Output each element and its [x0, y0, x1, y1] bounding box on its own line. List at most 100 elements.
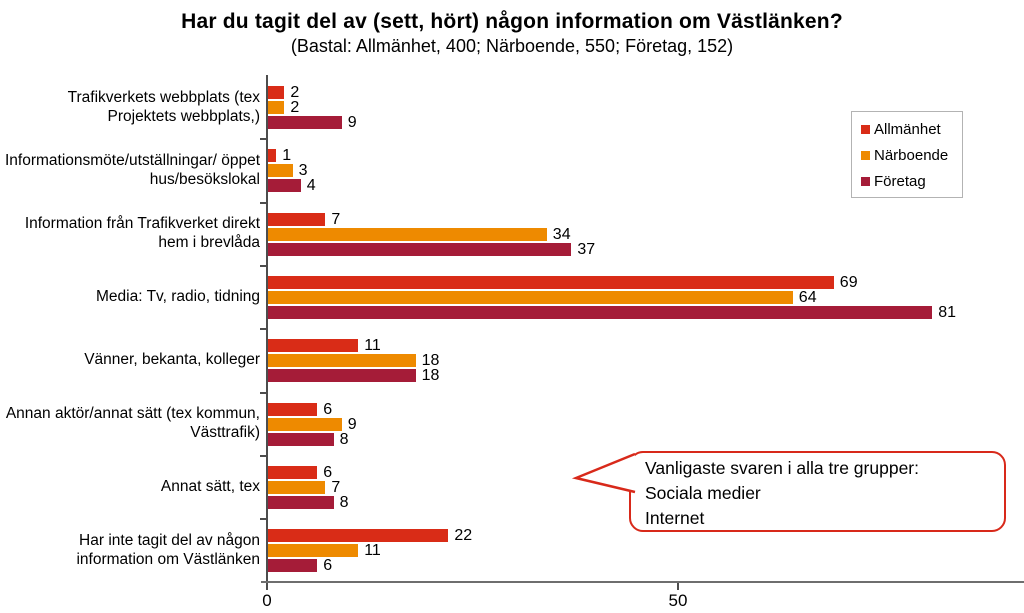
bar-row-1-series-2: 4 — [268, 177, 316, 195]
bar-företag-4 — [268, 369, 416, 383]
bar-row-5-series-1: 9 — [268, 415, 357, 433]
category-label-2: Information från Trafikverket direkt hem… — [24, 215, 260, 252]
bar-row-0-series-0: 2 — [268, 84, 300, 101]
bar-value-företag-5: 8 — [339, 430, 349, 448]
bar-value-allmänhet-2: 7 — [331, 210, 341, 228]
bar-row-3-series-1: 64 — [268, 288, 817, 306]
bar-value-närboende-1: 3 — [298, 162, 308, 180]
callout-line-1: Vanligaste svaren i alla tre grupper: — [645, 458, 919, 478]
bar-närboende-3 — [268, 290, 793, 304]
chart-subtitle: (Bastal: Allmänhet, 400; Närboende, 550;… — [290, 36, 734, 56]
bar-value-företag-2: 37 — [577, 240, 596, 258]
bar-row-0-series-1: 2 — [268, 100, 299, 116]
category-label-6: Annat sätt, tex — [160, 477, 260, 495]
bar-row-3-series-0: 69 — [268, 273, 858, 291]
legend: Allmänhet Närboende Företag — [851, 111, 963, 198]
legend-label-allmanhet: Allmänhet — [874, 121, 941, 138]
y-axis-tick-6 — [260, 454, 267, 457]
bar-närboende-2 — [268, 227, 547, 241]
bar-allmänhet-7 — [268, 529, 449, 543]
legend-label-narboende: Närboende — [874, 147, 949, 164]
bar-row-4-series-0: 11 — [268, 337, 381, 355]
bar-value-företag-6: 8 — [339, 493, 349, 511]
callout-line-3: Internet — [645, 508, 705, 528]
bar-value-allmänhet-7: 22 — [454, 527, 473, 545]
bar-value-allmänhet-4: 11 — [364, 337, 381, 355]
bar-företag-2 — [268, 242, 572, 256]
bar-value-närboende-2: 34 — [552, 225, 571, 243]
x-axis-tick-0 — [266, 583, 268, 590]
bar-row-6-series-0: 6 — [268, 463, 333, 481]
bar-företag-1 — [268, 179, 301, 193]
bar-value-allmänhet-3: 69 — [839, 273, 858, 291]
x-axis-line — [261, 581, 1024, 583]
bar-row-6-series-2: 8 — [268, 493, 349, 511]
bar-value-företag-1: 4 — [306, 177, 316, 195]
bar-företag-5 — [268, 432, 334, 446]
y-axis-tick-5 — [260, 391, 267, 394]
callout-line-2: Sociala medier — [645, 483, 761, 503]
bar-närboende-6 — [268, 480, 326, 494]
category-label-5: Annan aktör/annat sätt (tex kommun, Väst… — [5, 405, 260, 442]
bar-value-företag-3: 81 — [938, 303, 956, 321]
bar-row-3-series-2: 81 — [268, 303, 956, 321]
legend-item-allmanhet: Allmänhet — [861, 121, 956, 138]
bar-allmänhet-4 — [268, 339, 359, 353]
bar-value-allmänhet-1: 1 — [282, 147, 292, 165]
bar-value-närboende-6: 7 — [331, 478, 341, 496]
y-axis-tick-2 — [260, 201, 267, 204]
bar-row-1-series-0: 1 — [268, 147, 292, 165]
legend-swatch-allmanhet-icon — [861, 125, 870, 134]
bar-företag-6 — [268, 495, 334, 509]
bar-närboende-1 — [268, 164, 293, 178]
bar-value-allmänhet-0: 2 — [290, 84, 300, 101]
legend-item-foretag: Företag — [861, 173, 956, 190]
bar-value-närboende-5: 9 — [347, 415, 357, 433]
bar-row-6-series-1: 7 — [268, 478, 341, 496]
bar-närboende-0 — [268, 101, 285, 114]
callout-pointer-icon — [571, 452, 636, 494]
legend-label-foretag: Företag — [874, 173, 926, 190]
bar-allmänhet-3 — [268, 275, 834, 289]
y-axis-tick-7 — [260, 518, 267, 521]
bar-row-7-series-2: 6 — [268, 557, 333, 575]
bar-value-närboende-4: 18 — [421, 352, 440, 370]
y-axis-tick-3 — [260, 264, 267, 267]
y-axis-line — [266, 75, 268, 583]
category-label-0: Trafikverkets webbplats (tex Projektets … — [67, 88, 260, 125]
bar-närboende-4 — [268, 354, 416, 368]
y-axis-tick-4 — [260, 328, 267, 331]
bar-value-företag-7: 6 — [323, 557, 333, 575]
bar-value-företag-0: 9 — [347, 114, 357, 131]
chart-title: Har du tagit del av (sett, hört) någon i… — [181, 10, 843, 33]
bar-närboende-7 — [268, 544, 359, 558]
legend-item-narboende: Närboende — [861, 147, 956, 164]
bar-företag-7 — [268, 559, 318, 573]
bar-row-2-series-2: 37 — [268, 240, 596, 258]
bar-value-företag-4: 18 — [421, 367, 440, 385]
bar-företag-3 — [268, 305, 933, 319]
y-axis-tick-1 — [260, 138, 267, 141]
category-label-1: Informationsmöte/utställningar/ öppet hu… — [4, 151, 260, 188]
bar-row-1-series-1: 3 — [268, 162, 308, 180]
bar-företag-0 — [268, 116, 342, 129]
category-label-3: Media: Tv, radio, tidning — [96, 288, 260, 306]
bar-allmänhet-1 — [268, 149, 277, 163]
legend-swatch-foretag-icon — [861, 177, 870, 186]
bar-row-7-series-0: 22 — [268, 527, 473, 545]
bar-row-2-series-1: 34 — [268, 225, 571, 243]
bar-allmänhet-0 — [268, 86, 285, 99]
bar-row-5-series-0: 6 — [268, 400, 333, 418]
category-label-4: Vänner, bekanta, kolleger — [84, 351, 260, 369]
bar-row-2-series-0: 7 — [268, 210, 341, 228]
bar-allmänhet-6 — [268, 465, 318, 479]
x-axis-tick-label-50: 50 — [668, 591, 688, 610]
bar-närboende-5 — [268, 417, 342, 431]
bar-value-allmänhet-5: 6 — [323, 400, 333, 418]
x-axis-tick-50 — [677, 583, 679, 590]
callout-bubble: Vanligaste svaren i alla tre grupper: So… — [629, 451, 1006, 532]
bar-row-0-series-2: 9 — [268, 114, 357, 131]
bar-value-närboende-3: 64 — [798, 288, 817, 306]
bar-value-allmänhet-6: 6 — [323, 463, 333, 481]
